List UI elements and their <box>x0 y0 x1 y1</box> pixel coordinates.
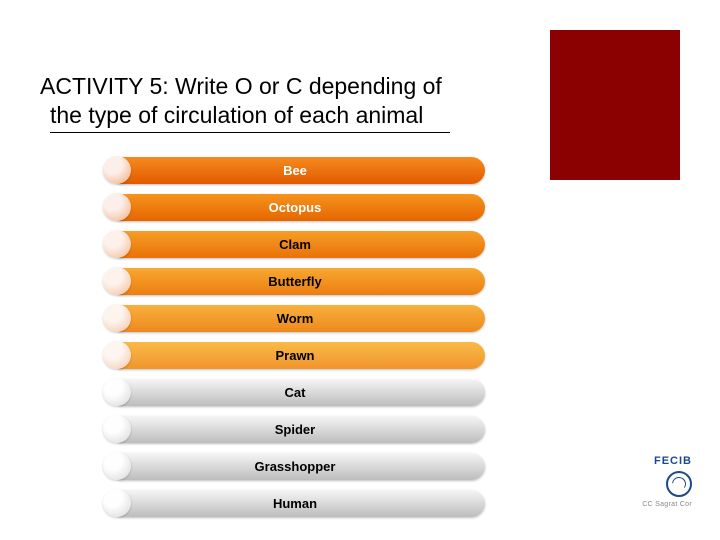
list-item: Spider <box>105 415 485 444</box>
logo-icon <box>666 471 692 497</box>
item-label: Spider <box>105 415 485 444</box>
item-label: Octopus <box>105 193 485 222</box>
item-label: Butterfly <box>105 267 485 296</box>
item-label: Bee <box>105 156 485 185</box>
list-item: Worm <box>105 304 485 333</box>
item-label: Clam <box>105 230 485 259</box>
list-item: Octopus <box>105 193 485 222</box>
footer-logo: FECIB CC Sagrat Cor <box>642 455 692 508</box>
list-item: Cat <box>105 378 485 407</box>
animal-list: Bee Octopus Clam Butterfly Worm Prawn Cat Spide… <box>105 156 485 526</box>
title-line-2: the type of circulation of each animal <box>40 101 470 130</box>
logo-subtext: CC Sagrat Cor <box>642 501 692 508</box>
logo-text: FECIB <box>654 455 692 467</box>
activity-title: ACTIVITY 5: Write O or C depending of th… <box>40 72 470 133</box>
list-item: Bee <box>105 156 485 185</box>
title-line-1: ACTIVITY 5: Write O or C depending of <box>40 72 470 101</box>
title-underline <box>50 132 450 133</box>
list-item: Prawn <box>105 341 485 370</box>
corner-accent <box>550 30 680 180</box>
list-item: Grasshopper <box>105 452 485 481</box>
item-label: Grasshopper <box>105 452 485 481</box>
list-item: Clam <box>105 230 485 259</box>
item-label: Cat <box>105 378 485 407</box>
item-label: Worm <box>105 304 485 333</box>
list-item: Human <box>105 489 485 518</box>
item-label: Human <box>105 489 485 518</box>
item-label: Prawn <box>105 341 485 370</box>
list-item: Butterfly <box>105 267 485 296</box>
